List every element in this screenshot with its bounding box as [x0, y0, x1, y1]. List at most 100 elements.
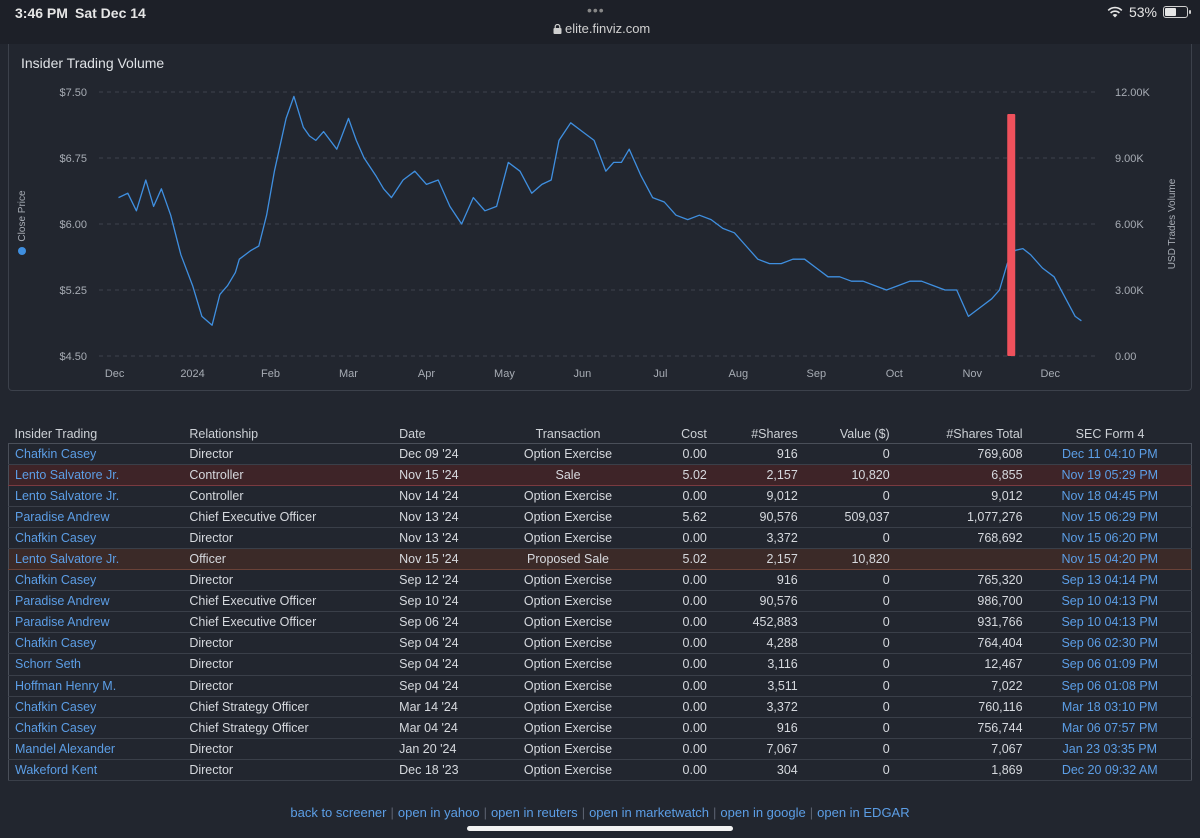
- home-indicator[interactable]: [467, 826, 733, 831]
- value-cell: 0: [803, 717, 896, 739]
- cost-cell: 5.02: [642, 463, 713, 486]
- relationship-cell: Chief Executive Officer: [183, 506, 394, 528]
- open-edgar-link[interactable]: open in EDGAR: [817, 805, 910, 820]
- col-insider[interactable]: Insider Trading: [8, 426, 184, 444]
- shares-cell: 916: [712, 569, 804, 592]
- insider-name-link[interactable]: Chafkin Casey: [8, 717, 184, 739]
- insider-name-link[interactable]: Wakeford Kent: [8, 759, 184, 782]
- address-bar[interactable]: elite.finviz.com: [553, 21, 650, 36]
- insider-name-link[interactable]: Lento Salvatore Jr.: [8, 485, 184, 507]
- shares-total-cell: 1,869: [895, 759, 1029, 782]
- relationship-cell: Controller: [183, 485, 394, 507]
- transaction-cell: Option Exercise: [493, 590, 643, 613]
- sec-form-link[interactable]: Sep 06 01:08 PM: [1028, 675, 1192, 697]
- insider-name-link[interactable]: Chafkin Casey: [8, 442, 184, 465]
- insider-name-link[interactable]: Schorr Seth: [8, 653, 184, 676]
- cost-cell: 0.00: [642, 759, 713, 782]
- relationship-cell: Director: [183, 442, 394, 465]
- value-cell: 0: [803, 632, 896, 655]
- separator: |: [713, 805, 717, 820]
- sec-form-link[interactable]: Nov 19 05:29 PM: [1028, 463, 1192, 486]
- shares-cell: 2,157: [712, 547, 804, 571]
- transaction-cell: Option Exercise: [493, 675, 643, 697]
- cost-cell: 0.00: [642, 696, 713, 718]
- value-cell: 0: [803, 611, 896, 634]
- sec-form-link[interactable]: Sep 10 04:13 PM: [1028, 611, 1192, 634]
- transaction-cell: Proposed Sale: [493, 547, 643, 571]
- y-right-tick: 0.00: [1115, 351, 1136, 363]
- shares-cell: 2,157: [712, 463, 804, 486]
- sec-form-link[interactable]: Nov 15 04:20 PM: [1028, 547, 1192, 571]
- insider-name-link[interactable]: Chafkin Casey: [8, 527, 184, 549]
- cost-cell: 5.02: [642, 547, 713, 571]
- cost-cell: 0.00: [642, 590, 713, 613]
- col-relationship[interactable]: Relationship: [183, 426, 394, 444]
- sec-form-link[interactable]: Jan 23 03:35 PM: [1028, 738, 1192, 760]
- insider-name-link[interactable]: Chafkin Casey: [8, 632, 184, 655]
- table-row: Mandel Alexander Director Jan 20 '24 Option…: [8, 738, 1192, 760]
- transaction-cell: Option Exercise: [493, 717, 643, 739]
- sec-form-link[interactable]: Dec 11 04:10 PM: [1028, 442, 1192, 465]
- insider-name-link[interactable]: Lento Salvatore Jr.: [8, 463, 184, 486]
- sec-form-link[interactable]: Sep 06 01:09 PM: [1028, 653, 1192, 676]
- col-date[interactable]: Date: [393, 426, 494, 444]
- insider-name-link[interactable]: Paradise Andrew: [8, 506, 184, 528]
- value-cell: 10,820: [803, 463, 896, 486]
- col-transaction[interactable]: Transaction: [493, 426, 643, 444]
- date-cell: Sep 10 '24: [393, 590, 494, 613]
- shares-cell: 3,116: [712, 653, 804, 676]
- insider-trading-table: Insider Trading Relationship Date Transa…: [8, 426, 1192, 782]
- table-row: Paradise Andrew Chief Executive Officer Se…: [8, 611, 1192, 634]
- col-cost[interactable]: Cost: [642, 426, 713, 444]
- y-right-tick: 9.00K: [1115, 153, 1144, 165]
- separator: |: [483, 805, 487, 820]
- y-left-axis-title: Close Price: [17, 190, 28, 242]
- date-cell: Mar 14 '24: [393, 696, 494, 718]
- cost-cell: 0.00: [642, 738, 713, 760]
- col-shares-total[interactable]: #Shares Total: [895, 426, 1029, 444]
- sec-form-link[interactable]: Mar 18 03:10 PM: [1028, 696, 1192, 718]
- x-tick: May: [494, 368, 515, 380]
- relationship-cell: Director: [183, 653, 394, 676]
- open-google-link[interactable]: open in google: [720, 805, 806, 820]
- shares-total-cell: 760,116: [895, 696, 1029, 718]
- table-row: Chafkin Casey Director Sep 12 '24 Option Ex…: [8, 569, 1192, 592]
- insider-name-link[interactable]: Hoffman Henry M.: [8, 675, 184, 697]
- col-shares[interactable]: #Shares: [712, 426, 804, 444]
- insider-name-link[interactable]: Paradise Andrew: [8, 611, 184, 634]
- insider-name-link[interactable]: Chafkin Casey: [8, 569, 184, 592]
- value-cell: 0: [803, 442, 896, 465]
- more-dots-icon[interactable]: •••: [587, 2, 605, 18]
- sec-form-link[interactable]: Sep 13 04:14 PM: [1028, 569, 1192, 592]
- sec-form-link[interactable]: Nov 18 04:45 PM: [1028, 485, 1192, 507]
- sec-form-link[interactable]: Nov 15 06:20 PM: [1028, 527, 1192, 549]
- y-left-tick: $6.00: [59, 219, 87, 231]
- shares-total-cell: 6,855: [895, 463, 1029, 486]
- sec-form-link[interactable]: Dec 20 09:32 AM: [1028, 759, 1192, 782]
- col-value[interactable]: Value ($): [803, 426, 896, 444]
- insider-name-link[interactable]: Lento Salvatore Jr.: [8, 547, 184, 571]
- sec-form-link[interactable]: Sep 06 02:30 PM: [1028, 632, 1192, 655]
- insider-name-link[interactable]: Chafkin Casey: [8, 696, 184, 718]
- insider-name-link[interactable]: Mandel Alexander: [8, 738, 184, 760]
- col-sec-form[interactable]: SEC Form 4: [1028, 426, 1192, 444]
- back-to-screener-link[interactable]: back to screener: [290, 805, 387, 820]
- insider-name-link[interactable]: Paradise Andrew: [8, 590, 184, 613]
- status-time: 3:46 PM: [15, 5, 68, 21]
- y-left-tick: $5.25: [59, 285, 87, 297]
- open-reuters-link[interactable]: open in reuters: [490, 805, 578, 820]
- insider-volume-chart: Insider Trading Volume $7.50 12.00K $6.75 9…: [8, 44, 1192, 391]
- shares-total-cell: 7,022: [895, 675, 1029, 697]
- sec-form-link[interactable]: Nov 15 06:29 PM: [1028, 506, 1192, 528]
- open-marketwatch-link[interactable]: open in marketwatch: [589, 805, 710, 820]
- open-yahoo-link[interactable]: open in yahoo: [397, 805, 480, 820]
- value-cell: 10,820: [803, 547, 896, 571]
- value-cell: 0: [803, 675, 896, 697]
- shares-cell: 916: [712, 442, 804, 465]
- transaction-cell: Option Exercise: [493, 759, 643, 782]
- sec-form-link[interactable]: Mar 06 07:57 PM: [1028, 717, 1192, 739]
- table-row: Paradise Andrew Chief Executive Officer Se…: [8, 590, 1192, 613]
- separator: |: [809, 805, 814, 820]
- sec-form-link[interactable]: Sep 10 04:13 PM: [1028, 590, 1192, 613]
- cost-cell: 0.00: [642, 675, 713, 697]
